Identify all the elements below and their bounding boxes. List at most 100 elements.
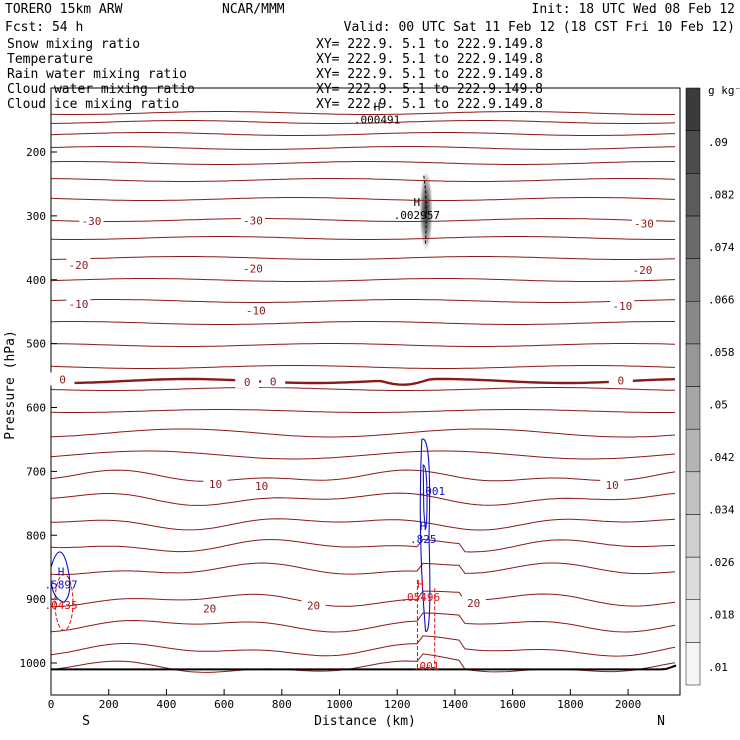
legend-name-rain: Rain water mixing ratio bbox=[7, 67, 187, 82]
valid-time: Valid: 00 UTC Sat 11 Feb 12 (18 CST Fri … bbox=[344, 20, 735, 35]
y-axis-title: Pressure (hPa) bbox=[3, 330, 18, 440]
org-name: NCAR/MMM bbox=[222, 2, 285, 17]
north-end-label: N bbox=[657, 714, 665, 729]
isotherm-label: 20 bbox=[467, 597, 480, 610]
colorbar-segment bbox=[685, 514, 701, 558]
maximum-value: .5897 bbox=[45, 578, 78, 591]
isotherm-label-bg bbox=[240, 213, 265, 227]
colorbar-label: .058 bbox=[708, 346, 735, 359]
isotherm-line bbox=[51, 218, 676, 222]
isotherm-label-bg bbox=[461, 595, 486, 609]
legend-name-cloud-ice: Cloud ice mixing ratio bbox=[7, 97, 179, 112]
y-tick-label: 200 bbox=[26, 146, 46, 159]
x-axis-title: Distance (km) bbox=[314, 714, 416, 729]
colorbar-label: .026 bbox=[708, 556, 735, 569]
colorbar-label: .082 bbox=[708, 189, 735, 202]
colorbar-segment bbox=[685, 642, 701, 686]
maximum-value: .002957 bbox=[394, 209, 440, 222]
isotherm-label: 0 bbox=[270, 375, 277, 388]
colorbar-segment bbox=[685, 428, 701, 473]
legend: Snow mixing ratio XY= 222.9. 5.1 to 222.… bbox=[7, 37, 543, 112]
isotherm-label: -20 bbox=[68, 259, 88, 272]
y-tick-label: 700 bbox=[26, 465, 46, 478]
colorbar-label: .018 bbox=[708, 609, 735, 622]
isotherm-label-bg bbox=[301, 598, 326, 612]
maximum-marker: H bbox=[414, 196, 421, 209]
isotherm-label: 10 bbox=[209, 478, 222, 491]
isotherm-label-bg bbox=[243, 303, 268, 317]
isotherm-line bbox=[51, 256, 676, 260]
isotherm-line bbox=[51, 387, 676, 391]
isotherm-label: 10 bbox=[255, 480, 268, 493]
colorbar-label: .05 bbox=[708, 399, 728, 412]
legend-name-temperature: Temperature bbox=[7, 52, 93, 67]
y-tick-label: 600 bbox=[26, 402, 46, 415]
rain-contour-south bbox=[54, 573, 74, 631]
y-tick-label: 800 bbox=[26, 529, 46, 542]
contour-value-label: .001 bbox=[413, 660, 440, 673]
legend-xy-cloud-water: XY= 222.9. 5.1 to 222.9.149.8 bbox=[316, 82, 543, 97]
isotherm-line bbox=[51, 120, 676, 124]
x-tick-label: 1800 bbox=[557, 698, 584, 711]
x-tick-label: 1000 bbox=[326, 698, 353, 711]
isotherm-label-bg bbox=[608, 373, 633, 387]
colorbar-segment bbox=[685, 556, 701, 600]
isotherm-label-bg bbox=[50, 372, 75, 386]
isotherm-label: -20 bbox=[633, 264, 653, 277]
x-tick-label: 1600 bbox=[499, 698, 526, 711]
isotherm-label: 0 bbox=[244, 376, 251, 389]
isotherm-line bbox=[51, 236, 675, 240]
colorbar-segment bbox=[685, 471, 701, 515]
maximum-value: .000491 bbox=[354, 113, 400, 126]
isotherm-label: -20 bbox=[243, 262, 263, 275]
isotherm-label-bg bbox=[235, 374, 260, 388]
isotherm-line bbox=[51, 492, 676, 506]
isotherm-line bbox=[51, 365, 676, 369]
colorbar-segment bbox=[685, 300, 701, 345]
x-tick-label: 2000 bbox=[615, 698, 642, 711]
isotherm-line bbox=[51, 590, 676, 608]
isotherm-label-bg bbox=[197, 601, 222, 615]
maximum-value: .05496 bbox=[400, 591, 440, 604]
maximum-value: .0435 bbox=[45, 599, 78, 612]
isotherm-label: -10 bbox=[246, 304, 266, 317]
x-tick-label: 800 bbox=[272, 698, 292, 711]
maximum-marker: H bbox=[58, 565, 65, 578]
x-tick-label: 1400 bbox=[442, 698, 469, 711]
isotherm-line bbox=[51, 612, 676, 633]
isotherm-label: -10 bbox=[612, 300, 632, 313]
isotherm-line bbox=[51, 635, 676, 657]
plot-area bbox=[51, 111, 677, 673]
colorbar-label: .042 bbox=[708, 451, 735, 464]
isotherm-line bbox=[51, 146, 676, 150]
colorbar-label: .034 bbox=[708, 504, 735, 517]
isotherm-line bbox=[51, 161, 675, 165]
isotherm-label-bg bbox=[630, 263, 655, 277]
x-tick-label: 1200 bbox=[384, 698, 411, 711]
cloud-water-contour-main bbox=[419, 438, 431, 632]
x-tick-label: 400 bbox=[156, 698, 176, 711]
y-tick-label: 1000 bbox=[20, 657, 47, 670]
y-tick-label: 900 bbox=[26, 593, 46, 606]
isotherm-label-bg bbox=[600, 477, 625, 491]
model-name: TORERO 15km ARW bbox=[5, 2, 123, 17]
legend-xy-cloud-ice: XY= 222.9. 5.1 to 222.9.149.8 bbox=[316, 97, 543, 112]
isotherm-line bbox=[51, 278, 676, 282]
colorbar-unit: g kg⁻¹ bbox=[708, 84, 740, 97]
legend-xy-rain: XY= 222.9. 5.1 to 222.9.149.8 bbox=[316, 67, 543, 82]
isotherm-line bbox=[51, 197, 676, 201]
maximum-marker: H bbox=[420, 520, 427, 533]
legend-name-snow: Snow mixing ratio bbox=[7, 37, 140, 52]
colorbar: .01 .018 .026 .034 .042 .05 .058 .066 .074 .082 .0… bbox=[685, 87, 735, 686]
forecast-hour: Fcst: 54 h bbox=[5, 20, 83, 35]
isotherm-label: -30 bbox=[243, 214, 263, 227]
isotherm-line bbox=[51, 518, 676, 531]
x-tick-label: 600 bbox=[214, 698, 234, 711]
cloud-water-contour-inner bbox=[422, 464, 428, 530]
x-tick-label: 0 bbox=[48, 698, 55, 711]
maximum-value: .825 bbox=[410, 533, 437, 546]
init-time: Init: 18 UTC Wed 08 Feb 12 bbox=[532, 2, 736, 17]
south-end-label: S bbox=[82, 714, 90, 729]
plot-frame bbox=[50, 87, 681, 696]
